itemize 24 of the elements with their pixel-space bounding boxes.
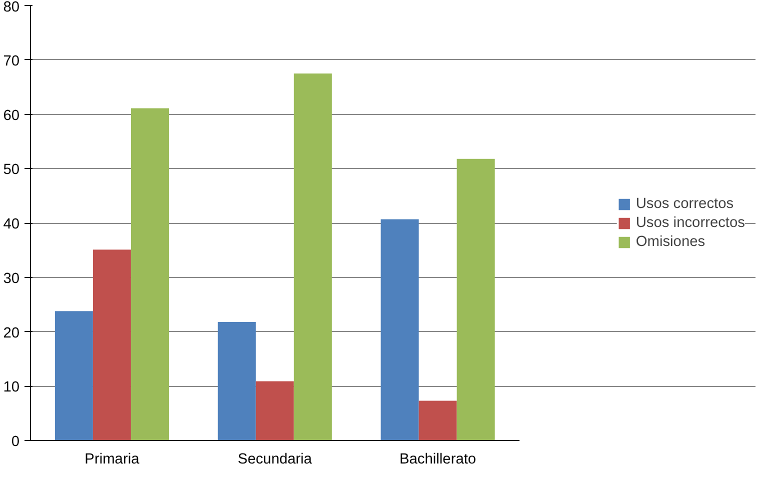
y-tick-label: 70 [3, 53, 20, 70]
y-tick-label: 20 [3, 325, 20, 342]
y-tick-label: 0 [11, 434, 20, 450]
y-tick-label: 80 [3, 0, 20, 16]
y-tick-label: 10 [3, 380, 20, 396]
bar [456, 158, 495, 440]
bar [294, 73, 332, 440]
y-tick-label: 30 [3, 270, 20, 287]
y-tick-label: 40 [3, 216, 20, 232]
bar [54, 311, 93, 440]
x-tick-label: Primaria [84, 452, 140, 468]
legend-label: Usos correctos [636, 196, 734, 212]
x-tick-label: Secundaria [238, 452, 313, 468]
legend-label: Omisiones [636, 234, 706, 250]
bar [218, 322, 256, 440]
legend-label: Usos incorrectos [636, 214, 745, 230]
bar [256, 381, 294, 440]
y-tick-label: 50 [3, 162, 20, 178]
bar [380, 219, 419, 440]
y-tick-label: 60 [3, 108, 20, 124]
bar [418, 400, 457, 440]
bar [92, 250, 131, 440]
x-tick-label: Bachillerato [400, 452, 476, 468]
bar [130, 108, 169, 440]
